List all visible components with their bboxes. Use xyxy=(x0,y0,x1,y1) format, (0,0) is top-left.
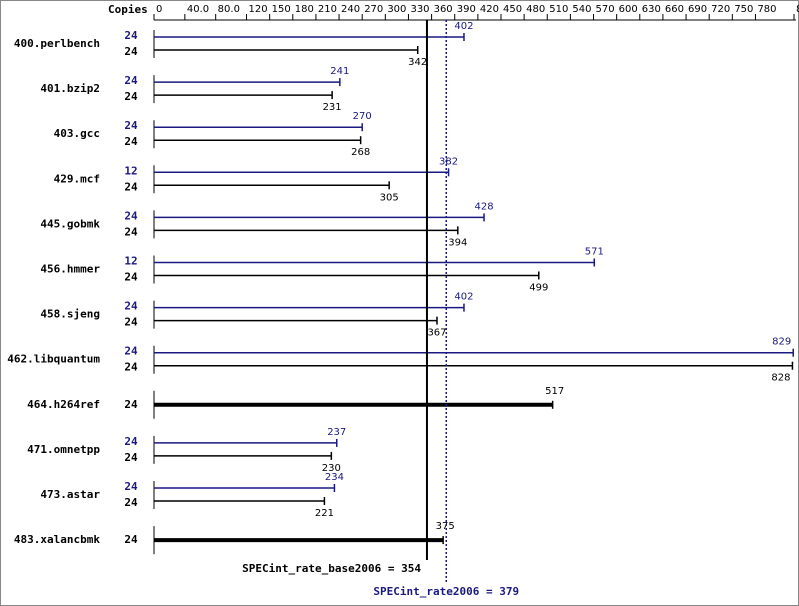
value-label: 367 xyxy=(427,328,446,339)
reference-label: SPECint_rate2006 = 379 xyxy=(373,585,519,598)
benchmark-label: 464.h264ref xyxy=(27,398,100,411)
value-label: 268 xyxy=(351,147,370,158)
x-tick-label: 150 xyxy=(272,4,291,15)
copies-label: 24 xyxy=(124,435,138,448)
copies-label: 24 xyxy=(124,45,138,58)
copies-label: 24 xyxy=(124,533,138,546)
value-label: 828 xyxy=(771,373,790,384)
value-label: 499 xyxy=(529,283,548,294)
value-label: 829 xyxy=(772,337,791,348)
value-label: 305 xyxy=(380,192,399,203)
copies-label: 24 xyxy=(124,90,138,103)
copies-label: 24 xyxy=(124,300,138,313)
value-label: 231 xyxy=(323,102,342,113)
value-label: 394 xyxy=(448,237,467,248)
x-tick-label: 360 xyxy=(434,4,453,15)
x-tick-label: 180 xyxy=(295,4,314,15)
x-tick-label: 40.0 xyxy=(187,4,209,15)
value-label: 241 xyxy=(330,66,349,77)
copies-header: Copies xyxy=(108,3,148,16)
copies-label: 12 xyxy=(124,255,137,268)
copies-label: 24 xyxy=(124,361,138,374)
copies-label: 24 xyxy=(124,398,138,411)
copies-label: 12 xyxy=(124,164,137,177)
copies-label: 24 xyxy=(124,271,138,284)
copies-label: 24 xyxy=(124,209,138,222)
x-tick-label: 540 xyxy=(572,4,591,15)
benchmark-label: 456.hmmer xyxy=(40,263,100,276)
x-tick-label: 0 xyxy=(156,4,162,15)
value-label: 375 xyxy=(436,521,455,532)
x-tick-label: 600 xyxy=(619,4,638,15)
copies-label: 24 xyxy=(124,225,138,238)
copies-label: 24 xyxy=(124,74,138,87)
benchmark-label: 401.bzip2 xyxy=(40,82,100,95)
copies-label: 24 xyxy=(124,451,138,464)
x-tick-label: 270 xyxy=(364,4,383,15)
value-label: 382 xyxy=(439,156,458,167)
value-label: 270 xyxy=(353,111,372,122)
value-label: 517 xyxy=(545,386,564,397)
x-tick-label: 330 xyxy=(410,4,429,15)
benchmark-label: 473.astar xyxy=(40,488,100,501)
copies-label: 24 xyxy=(124,180,138,193)
value-label: 234 xyxy=(325,472,344,483)
copies-label: 24 xyxy=(124,480,138,493)
x-tick-label: 630 xyxy=(642,4,661,15)
x-tick-label: 240 xyxy=(341,4,360,15)
reference-label: SPECint_rate_base2006 = 354 xyxy=(242,562,421,575)
value-label: 571 xyxy=(585,247,604,258)
benchmark-label: 471.omnetpp xyxy=(27,443,100,456)
x-tick-label: 570 xyxy=(596,4,615,15)
x-tick-label: 510 xyxy=(549,4,568,15)
x-tick-label: 720 xyxy=(711,4,730,15)
value-label: 428 xyxy=(474,201,493,212)
benchmark-label: 403.gcc xyxy=(54,127,100,140)
x-tick-label: 300 xyxy=(387,4,406,15)
x-tick-label: 390 xyxy=(457,4,476,15)
value-label: 237 xyxy=(327,427,346,438)
value-label: 402 xyxy=(454,292,473,303)
benchmark-label: 429.mcf xyxy=(54,172,100,185)
benchmark-label: 445.gobmk xyxy=(40,217,100,230)
benchmark-label: 400.perlbench xyxy=(14,37,100,50)
value-label: 402 xyxy=(454,21,473,32)
copies-label: 24 xyxy=(124,119,138,132)
x-tick-label: 830 xyxy=(796,4,799,15)
copies-label: 24 xyxy=(124,135,138,148)
x-tick-label: 690 xyxy=(688,4,707,15)
value-label: 342 xyxy=(408,57,427,68)
copies-label: 24 xyxy=(124,345,138,358)
x-tick-label: 420 xyxy=(480,4,499,15)
copies-label: 24 xyxy=(124,316,138,329)
x-tick-label: 80.0 xyxy=(218,4,240,15)
x-tick-label: 450 xyxy=(503,4,522,15)
benchmark-label: 458.sjeng xyxy=(40,308,100,321)
x-tick-label: 750 xyxy=(734,4,753,15)
copies-label: 24 xyxy=(124,29,138,42)
x-tick-label: 660 xyxy=(665,4,684,15)
x-tick-label: 480 xyxy=(526,4,545,15)
copies-label: 24 xyxy=(124,496,138,509)
x-tick-label: 780 xyxy=(757,4,776,15)
value-label: 221 xyxy=(315,508,334,519)
x-tick-label: 120 xyxy=(249,4,268,15)
benchmark-label: 483.xalancbmk xyxy=(14,533,100,546)
benchmark-label: 462.libquantum xyxy=(7,353,100,366)
x-tick-label: 210 xyxy=(318,4,337,15)
value-label: 230 xyxy=(322,463,341,474)
